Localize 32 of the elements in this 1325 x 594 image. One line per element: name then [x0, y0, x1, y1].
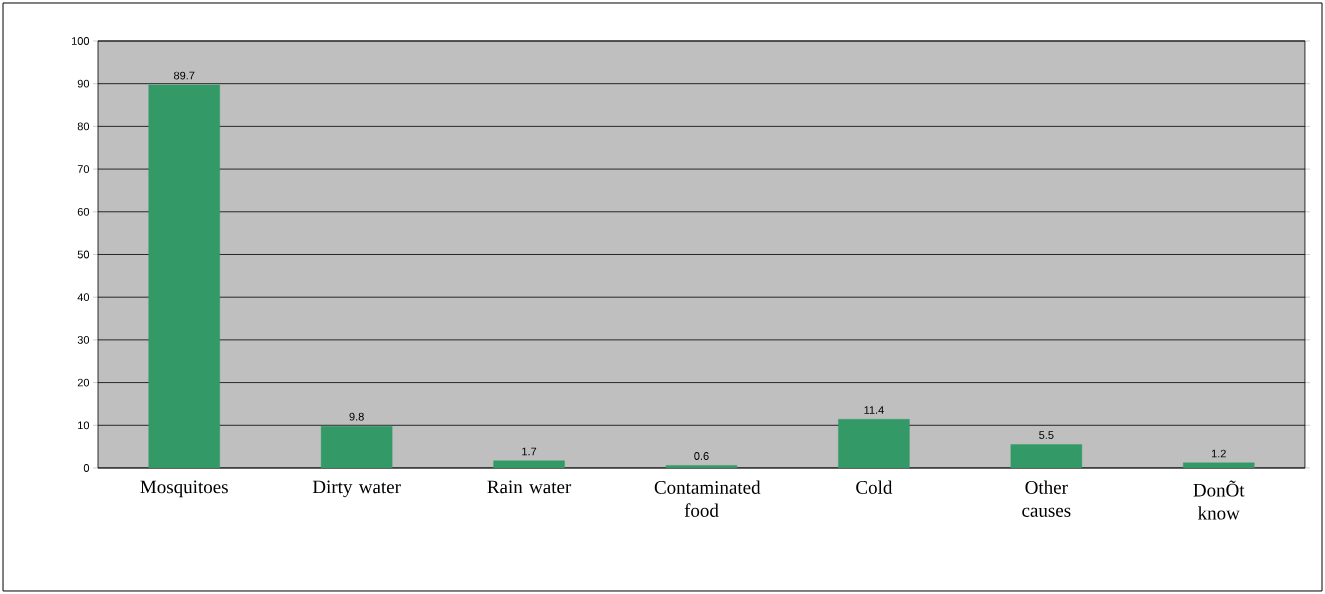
x-tick-label: Rain water [487, 480, 572, 494]
y-tick-label: 30 [77, 335, 90, 344]
data-label: 1.7 [522, 447, 537, 456]
data-label: 9.8 [349, 412, 364, 421]
data-label: 11.4 [864, 406, 884, 414]
y-tick-label: 80 [77, 122, 90, 131]
x-tick-label: Dirty water [312, 480, 401, 498]
x-tick-label: DonÕt know [1193, 480, 1245, 520]
y-tick-label: 60 [77, 207, 90, 216]
data-label: 5.5 [1039, 431, 1054, 439]
data-label: 89.7 [174, 71, 195, 80]
x-tick-label: Contaminated food [654, 480, 761, 517]
bar [493, 460, 565, 468]
bar [665, 465, 738, 468]
bar [148, 84, 220, 468]
bar [838, 419, 910, 468]
y-tick-label: 40 [77, 293, 90, 302]
y-tick-label: 50 [77, 250, 90, 259]
data-label: 0.6 [694, 452, 709, 460]
y-tick-label: 100 [71, 37, 90, 45]
y-tick-label: 70 [77, 165, 90, 173]
x-tick-label: Other causes [1022, 480, 1071, 517]
data-label: 1.2 [1211, 449, 1226, 458]
x-tick-label: Cold [856, 480, 893, 494]
y-tick-label: 10 [78, 421, 90, 430]
bar [320, 425, 393, 468]
y-tick-label: 90 [77, 79, 90, 88]
y-tick-label: 0 [83, 464, 90, 472]
bar [1010, 444, 1083, 468]
y-tick-label: 20 [77, 378, 90, 387]
x-tick-label: Mosquitoes [140, 480, 228, 498]
bar [1183, 462, 1255, 468]
